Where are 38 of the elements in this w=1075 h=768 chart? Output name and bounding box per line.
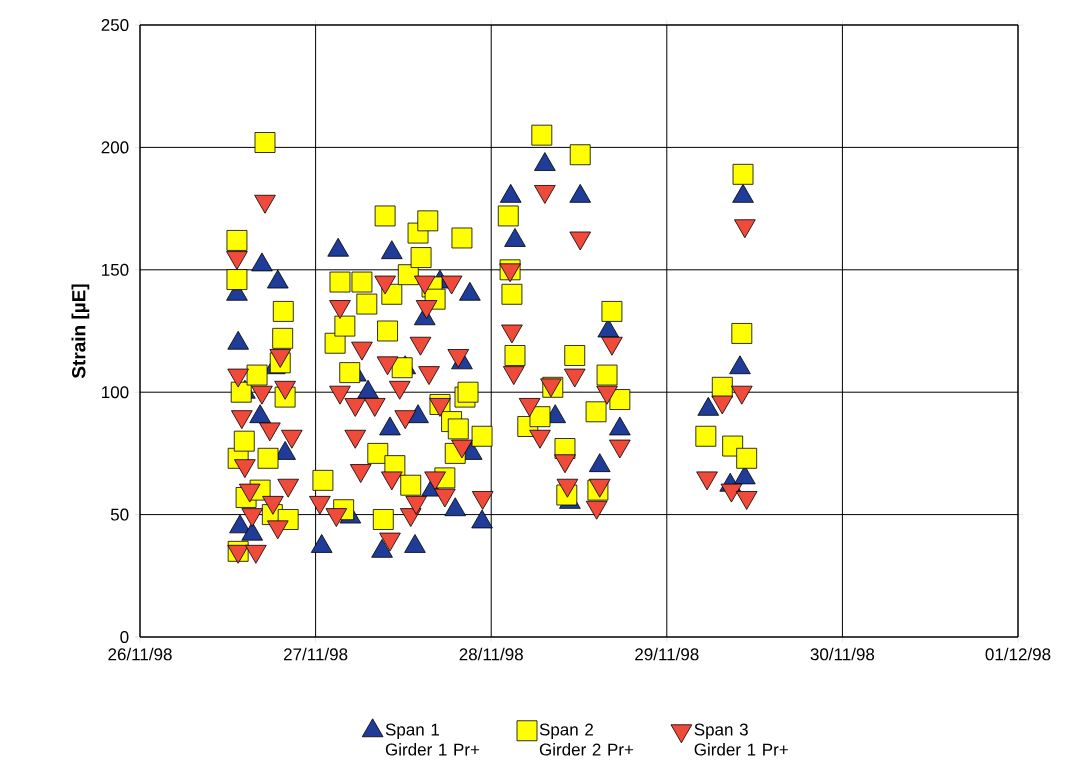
point — [534, 152, 556, 171]
y-axis-title: Strain [µE] — [71, 284, 90, 379]
point — [251, 252, 273, 272]
x-tick-label: 30/11/98 — [810, 647, 875, 661]
point — [609, 416, 631, 436]
point — [379, 416, 401, 436]
y-tick-label: 0 — [120, 630, 129, 644]
point — [504, 228, 526, 247]
y-tick-label: 200 — [101, 141, 129, 154]
point — [729, 355, 751, 375]
legend-label: Span 2 Girder 2 Pr+ — [539, 723, 634, 756]
y-tick-label: 50 — [110, 508, 129, 521]
point — [310, 534, 333, 553]
y-tick-label: 100 — [102, 386, 129, 399]
legend-label: Span 1 Girder 1 Pr+ — [385, 723, 480, 756]
x-tick-label: 01/12/98 — [985, 647, 1051, 661]
point — [229, 514, 251, 534]
point — [249, 404, 271, 424]
point — [471, 509, 493, 529]
y-tick-label: 250 — [101, 18, 129, 32]
point — [404, 534, 426, 553]
point — [569, 183, 592, 203]
point — [732, 183, 754, 203]
point — [267, 269, 289, 289]
y-tick-label: 150 — [102, 263, 129, 276]
point — [227, 330, 249, 350]
x-tick-label: 26/11/98 — [108, 647, 172, 661]
x-tick-label: 29/11/98 — [635, 647, 699, 661]
point — [381, 240, 403, 260]
point — [499, 183, 522, 203]
x-tick-label: 28/11/98 — [459, 647, 523, 661]
point — [357, 379, 379, 399]
legend-label: Span 3 Girder 1 Pr+ — [694, 723, 788, 756]
point — [327, 237, 349, 257]
point — [444, 497, 467, 517]
x-tick-label: 27/11/98 — [284, 647, 348, 661]
point — [459, 281, 481, 301]
point — [588, 453, 611, 473]
